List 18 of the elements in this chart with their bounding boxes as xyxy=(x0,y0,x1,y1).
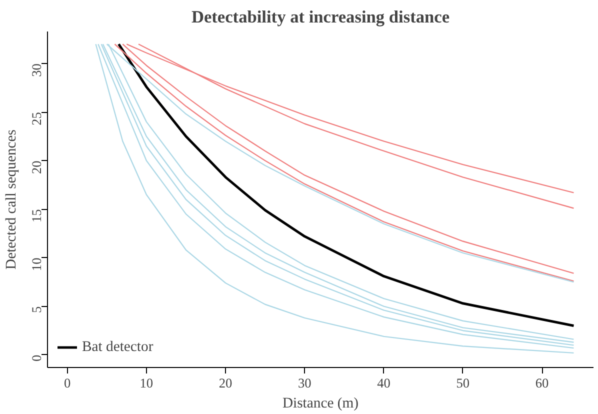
x-tick-label: 0 xyxy=(64,376,71,390)
legend-label: Bat detector xyxy=(82,338,154,356)
x-tick-label: 40 xyxy=(377,376,391,390)
chart-title: Detectability at increasing distance xyxy=(191,8,450,26)
y-tick-label: 0 xyxy=(29,354,44,362)
y-axis-title: Detected call sequences xyxy=(4,129,20,270)
y-tick-label: 25 xyxy=(29,112,44,126)
y-tick-label: 5 xyxy=(29,306,44,313)
x-tick-label: 50 xyxy=(456,376,470,390)
y-tick-label: 15 xyxy=(29,208,44,223)
y-tick-label: 30 xyxy=(29,63,44,77)
x-tick-label: 20 xyxy=(218,376,233,390)
x-tick-label: 60 xyxy=(535,376,550,390)
x-tick-label: 30 xyxy=(298,376,312,390)
x-axis-title: Distance (m) xyxy=(282,396,359,412)
y-tick-label: 10 xyxy=(29,257,44,272)
y-tick-label: 20 xyxy=(29,160,44,174)
x-tick-label: 10 xyxy=(140,376,154,390)
